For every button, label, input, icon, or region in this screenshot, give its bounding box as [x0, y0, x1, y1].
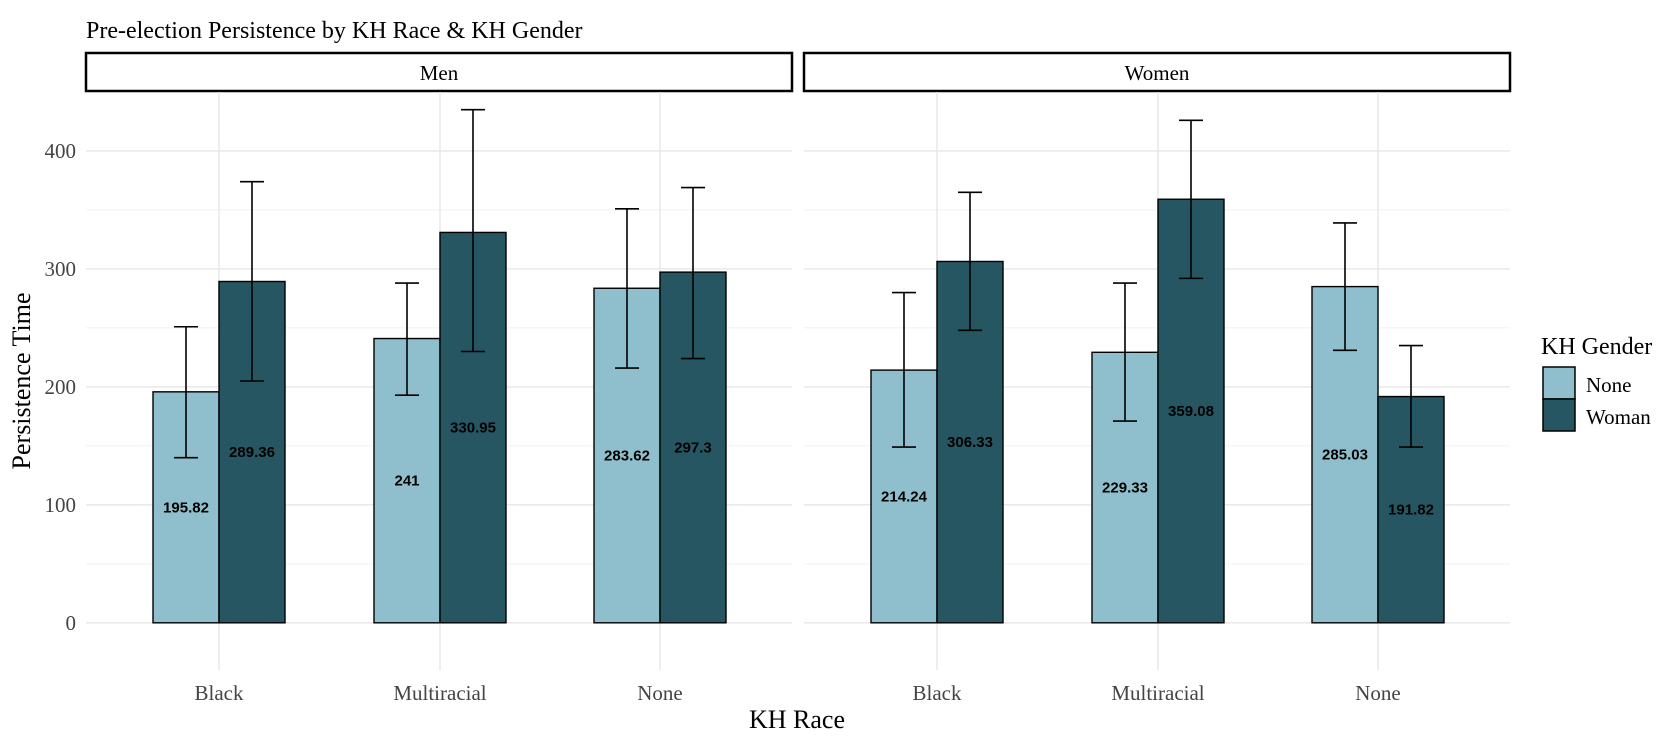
data-label-women-multiracial-none: 229.33	[1102, 480, 1148, 497]
x-tick-label-women-black: Black	[913, 681, 962, 705]
data-label-men-black-woman: 289.36	[229, 444, 275, 461]
error-bar-men-multiracial-none	[395, 282, 419, 396]
y-tick-label: 100	[45, 493, 77, 517]
legend: KH Gender None Woman	[1541, 334, 1652, 432]
legend-title: KH Gender	[1541, 334, 1652, 360]
error-bar-men-none-woman	[681, 186, 705, 360]
error-bar-women-multiracial-woman	[1179, 119, 1203, 280]
data-label-women-none-none: 285.03	[1322, 447, 1368, 464]
facet-label-women: Women	[1125, 61, 1190, 85]
panels: Men 195.82 241 283.62 289.36 330.95 297.3 Black…	[84, 51, 1512, 705]
legend-label-none: None	[1586, 373, 1632, 397]
legend-swatch-woman	[1542, 398, 1576, 432]
facet-strip-women	[802, 51, 1512, 93]
data-label-women-none-woman: 191.82	[1388, 502, 1434, 519]
error-bar-women-black-woman	[958, 191, 982, 332]
error-bar-men-multiracial-woman	[461, 108, 485, 353]
data-label-women-black-none: 214.24	[881, 488, 928, 505]
legend-swatch-none	[1542, 366, 1576, 400]
legend-label-woman: Woman	[1586, 405, 1651, 429]
y-axis-label: Persistence Time	[7, 293, 36, 470]
data-label-women-multiracial-woman: 359.08	[1168, 403, 1214, 420]
facet-label-men: Men	[420, 61, 459, 85]
data-label-women-black-woman: 306.33	[947, 434, 993, 451]
panel-women: Women 214.24 229.33 285.03 306.33 359.08 191.8…	[802, 51, 1512, 705]
error-bar-women-none-none	[1333, 222, 1357, 352]
x-axis-label: KH Race	[749, 705, 845, 734]
x-tick-label-women-multiracial: Multiracial	[1111, 681, 1204, 705]
error-bar-men-black-none	[174, 325, 198, 459]
y-axis: 0 100 200 300 400	[45, 139, 77, 635]
data-label-men-black-none: 195.82	[163, 499, 209, 516]
x-tick-label-men-none: None	[637, 681, 683, 705]
data-label-men-none-none: 283.62	[604, 448, 650, 465]
x-tick-label-men-multiracial: Multiracial	[393, 681, 486, 705]
panel-men: Men 195.82 241 283.62 289.36 330.95 297.3 Black…	[84, 51, 794, 705]
facet-strip-men	[84, 51, 794, 93]
y-tick-label: 200	[45, 375, 77, 399]
x-tick-label-women-none: None	[1355, 681, 1401, 705]
error-bar-women-none-woman	[1399, 344, 1423, 448]
error-bar-men-black-woman	[240, 180, 264, 382]
data-label-men-multiracial-none: 241	[394, 473, 419, 490]
x-tick-label-men-black: Black	[195, 681, 244, 705]
chart-title: Pre-election Persistence by KH Race & KH…	[86, 18, 583, 44]
data-label-men-none-woman: 297.3	[674, 439, 712, 456]
y-tick-label: 0	[66, 611, 77, 635]
data-label-men-multiracial-woman: 330.95	[450, 420, 496, 437]
bar-women-black-woman	[936, 260, 1004, 624]
y-tick-label: 300	[45, 257, 77, 281]
error-bar-women-multiracial-none	[1113, 282, 1137, 422]
error-bar-men-none-none	[615, 207, 639, 369]
error-bar-women-black-none	[892, 291, 916, 448]
y-tick-label: 400	[45, 139, 77, 163]
